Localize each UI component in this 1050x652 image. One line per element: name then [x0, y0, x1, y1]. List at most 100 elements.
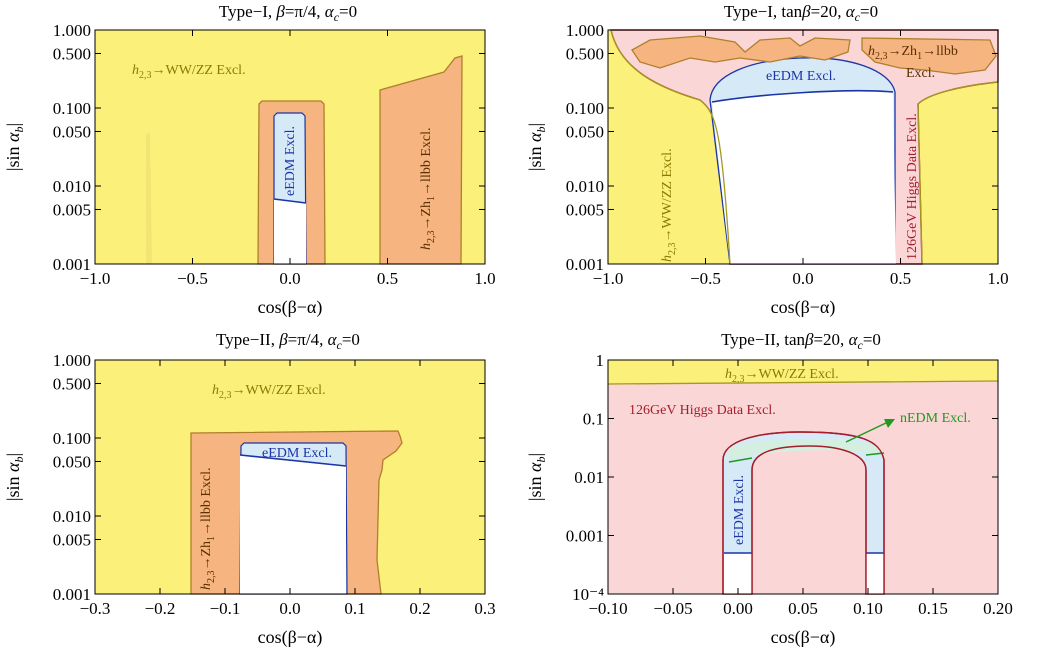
wwzz-boundary-right: [917, 81, 999, 265]
x-tick-label: 1.0: [987, 269, 1008, 288]
wwzz-label: h2,3→WW/ZZ Excl.: [212, 383, 326, 401]
x-tick-label: −0.3: [80, 599, 111, 618]
wwzz-boundary: [610, 29, 731, 265]
x-tick-label: −0.5: [177, 269, 208, 288]
y-tick-label: 0.1: [583, 410, 604, 429]
y-tick-label: 1.000: [53, 21, 91, 40]
x-tick-label: 0.1: [344, 599, 365, 618]
allowed-region-right: [866, 553, 884, 594]
x-tick-label: 0.0: [279, 599, 300, 618]
wwzz-label: h2,3→WW/ZZ Excl.: [725, 367, 839, 385]
higgs-data-label: 126GeV Higgs Data Excl.: [905, 113, 920, 260]
x-tick-label: −0.5: [690, 269, 721, 288]
higgs-data-label: 126GeV Higgs Data Excl.: [629, 403, 776, 418]
eedm-label: eEDM Excl.: [732, 475, 747, 545]
y-tick-label: 0.01: [574, 468, 604, 487]
y-axis-label: |sin αb|: [525, 123, 548, 171]
y-tick-label: 0.500: [53, 374, 91, 393]
y-tick-label: 1.000: [53, 351, 91, 370]
zh-llbb-label: h2,3→Zh1→llbb Excl.: [199, 468, 217, 591]
x-axis-label: cos(β−α): [258, 627, 323, 648]
y-tick-label: 0.100: [566, 99, 604, 118]
allowed-region: [240, 455, 346, 594]
x-tick-label: 0.15: [918, 599, 948, 618]
x-tick-label: −1.0: [80, 269, 111, 288]
y-tick-label: 0.010: [53, 177, 91, 196]
higgs-data-excluded-region: [608, 381, 998, 594]
x-tick-label: 0.0: [279, 269, 300, 288]
x-tick-label: 0.0: [792, 269, 813, 288]
wwzz-faint-feature: [146, 132, 152, 264]
wwzz-boundary: [607, 380, 999, 385]
x-axis-label: cos(β−α): [771, 627, 836, 648]
eedm-label: eEDM Excl.: [283, 126, 298, 196]
x-axis: −1.0 −0.5 0.0 0.5 1.0: [593, 30, 1009, 288]
y-tick-label: 10⁻⁴: [572, 585, 604, 604]
x-axis: −1.0 −0.5 0.0 0.5 1.0: [80, 30, 496, 288]
x-axis-label: cos(β−α): [258, 297, 323, 318]
x-tick-label: 0.5: [377, 269, 398, 288]
y-tick-label: 0.100: [53, 429, 91, 448]
y-tick-label: 0.005: [566, 200, 604, 219]
panel-type1-beta-pi4: Type−I, β=π/4, αc=0 h2,3→WW/ZZ Excl. eED…: [3, 2, 496, 318]
y-tick-label: 0.050: [53, 122, 91, 141]
eedm-label: eEDM Excl.: [262, 446, 332, 461]
x-tick-label: 0.00: [723, 599, 753, 618]
x-tick-label: 0.5: [890, 269, 911, 288]
eedm-boundary: [239, 454, 347, 467]
zh-llbb-label-2: Excl.: [906, 66, 935, 81]
panel-title: Type−I, β=π/4, αc=0: [219, 2, 357, 24]
nedm-arrow-head: [884, 419, 895, 428]
x-tick-label: −0.10: [588, 599, 627, 618]
allowed-region: [274, 199, 306, 264]
eedm-boundary: [711, 89, 894, 103]
y-axis-label: |sin αb|: [3, 123, 26, 171]
x-tick-label: −0.2: [145, 599, 176, 618]
x-tick-label: −0.05: [653, 599, 692, 618]
y-tick-label: 0.050: [53, 452, 91, 471]
wwzz-label: h2,3→WW/ZZ Excl.: [660, 148, 678, 262]
eedm-label: eEDM Excl.: [766, 69, 836, 84]
y-axis: 0.001 0.005 0.010 0.050 0.100 0.500 1.000: [566, 21, 998, 274]
zh-llbb-excluded-region-right: [861, 37, 997, 75]
y-tick-label: 0.500: [53, 44, 91, 63]
x-axis-label: cos(β−α): [771, 297, 836, 318]
panel-title: Type−I, tanβ=20, αc=0: [724, 2, 878, 24]
x-axis: −0.10 −0.05 0.00 0.05 0.10 0.15 0.20: [588, 360, 1013, 618]
x-tick-label: 0.20: [983, 599, 1013, 618]
x-axis: −0.3 −0.2 −0.1 0.0 0.1 0.2 0.3: [80, 360, 496, 618]
x-tick-label: −0.1: [210, 599, 241, 618]
y-axis: 10⁻⁴ 0.001 0.01 0.1 1: [566, 351, 998, 604]
y-tick-label: 0.010: [566, 177, 604, 196]
y-tick-label: 0.050: [566, 122, 604, 141]
y-axis: 0.001 0.005 0.010 0.050 0.100 0.500 1.000: [53, 21, 485, 274]
allowed-region: [712, 90, 896, 264]
x-tick-label: 0.3: [474, 599, 495, 618]
y-tick-label: 0.100: [53, 99, 91, 118]
nedm-excluded-region: [728, 439, 883, 460]
nedm-arrow: [845, 421, 889, 443]
y-axis: 0.001 0.005 0.010 0.050 0.100 0.500 1.000: [53, 351, 485, 604]
x-tick-label: 0.05: [788, 599, 818, 618]
y-tick-label: 0.001: [53, 585, 91, 604]
panel-type2-beta-pi4: Type−II, β=π/4, αc=0 h2,3→WW/ZZ Excl. eE…: [3, 330, 496, 648]
higgs-data-boundary-inner: [751, 445, 867, 594]
y-axis-label: |sin αb|: [525, 453, 548, 501]
higgs-data-boundary-outer: [722, 431, 885, 594]
eedm-boundary: [273, 198, 307, 204]
y-tick-label: 0.001: [566, 255, 604, 274]
panel-type2-tanbeta20: Type−II, tanβ=20, αc=0 h2,3→WW/ZZ Excl. …: [525, 330, 1013, 648]
panel-title: Type−II, β=π/4, αc=0: [216, 330, 360, 352]
x-tick-label: 0.10: [853, 599, 883, 618]
zh-llbb-excluded-region: [631, 35, 851, 69]
panel-type1-tanbeta20: Type−I, tanβ=20, αc=0 eEDM Excl. h2,3→Zh…: [525, 2, 1009, 318]
y-tick-label: 0.010: [53, 507, 91, 526]
x-tick-label: 0.2: [409, 599, 430, 618]
y-tick-label: 0.005: [53, 530, 91, 549]
wwzz-label: h2,3→WW/ZZ Excl.: [132, 63, 246, 81]
zh-llbb-label: h2,3→Zh1→llbb Excl.: [419, 128, 437, 251]
y-tick-label: 0.001: [53, 255, 91, 274]
nedm-boundary-left: [728, 457, 753, 463]
allowed-region-left: [724, 553, 752, 594]
